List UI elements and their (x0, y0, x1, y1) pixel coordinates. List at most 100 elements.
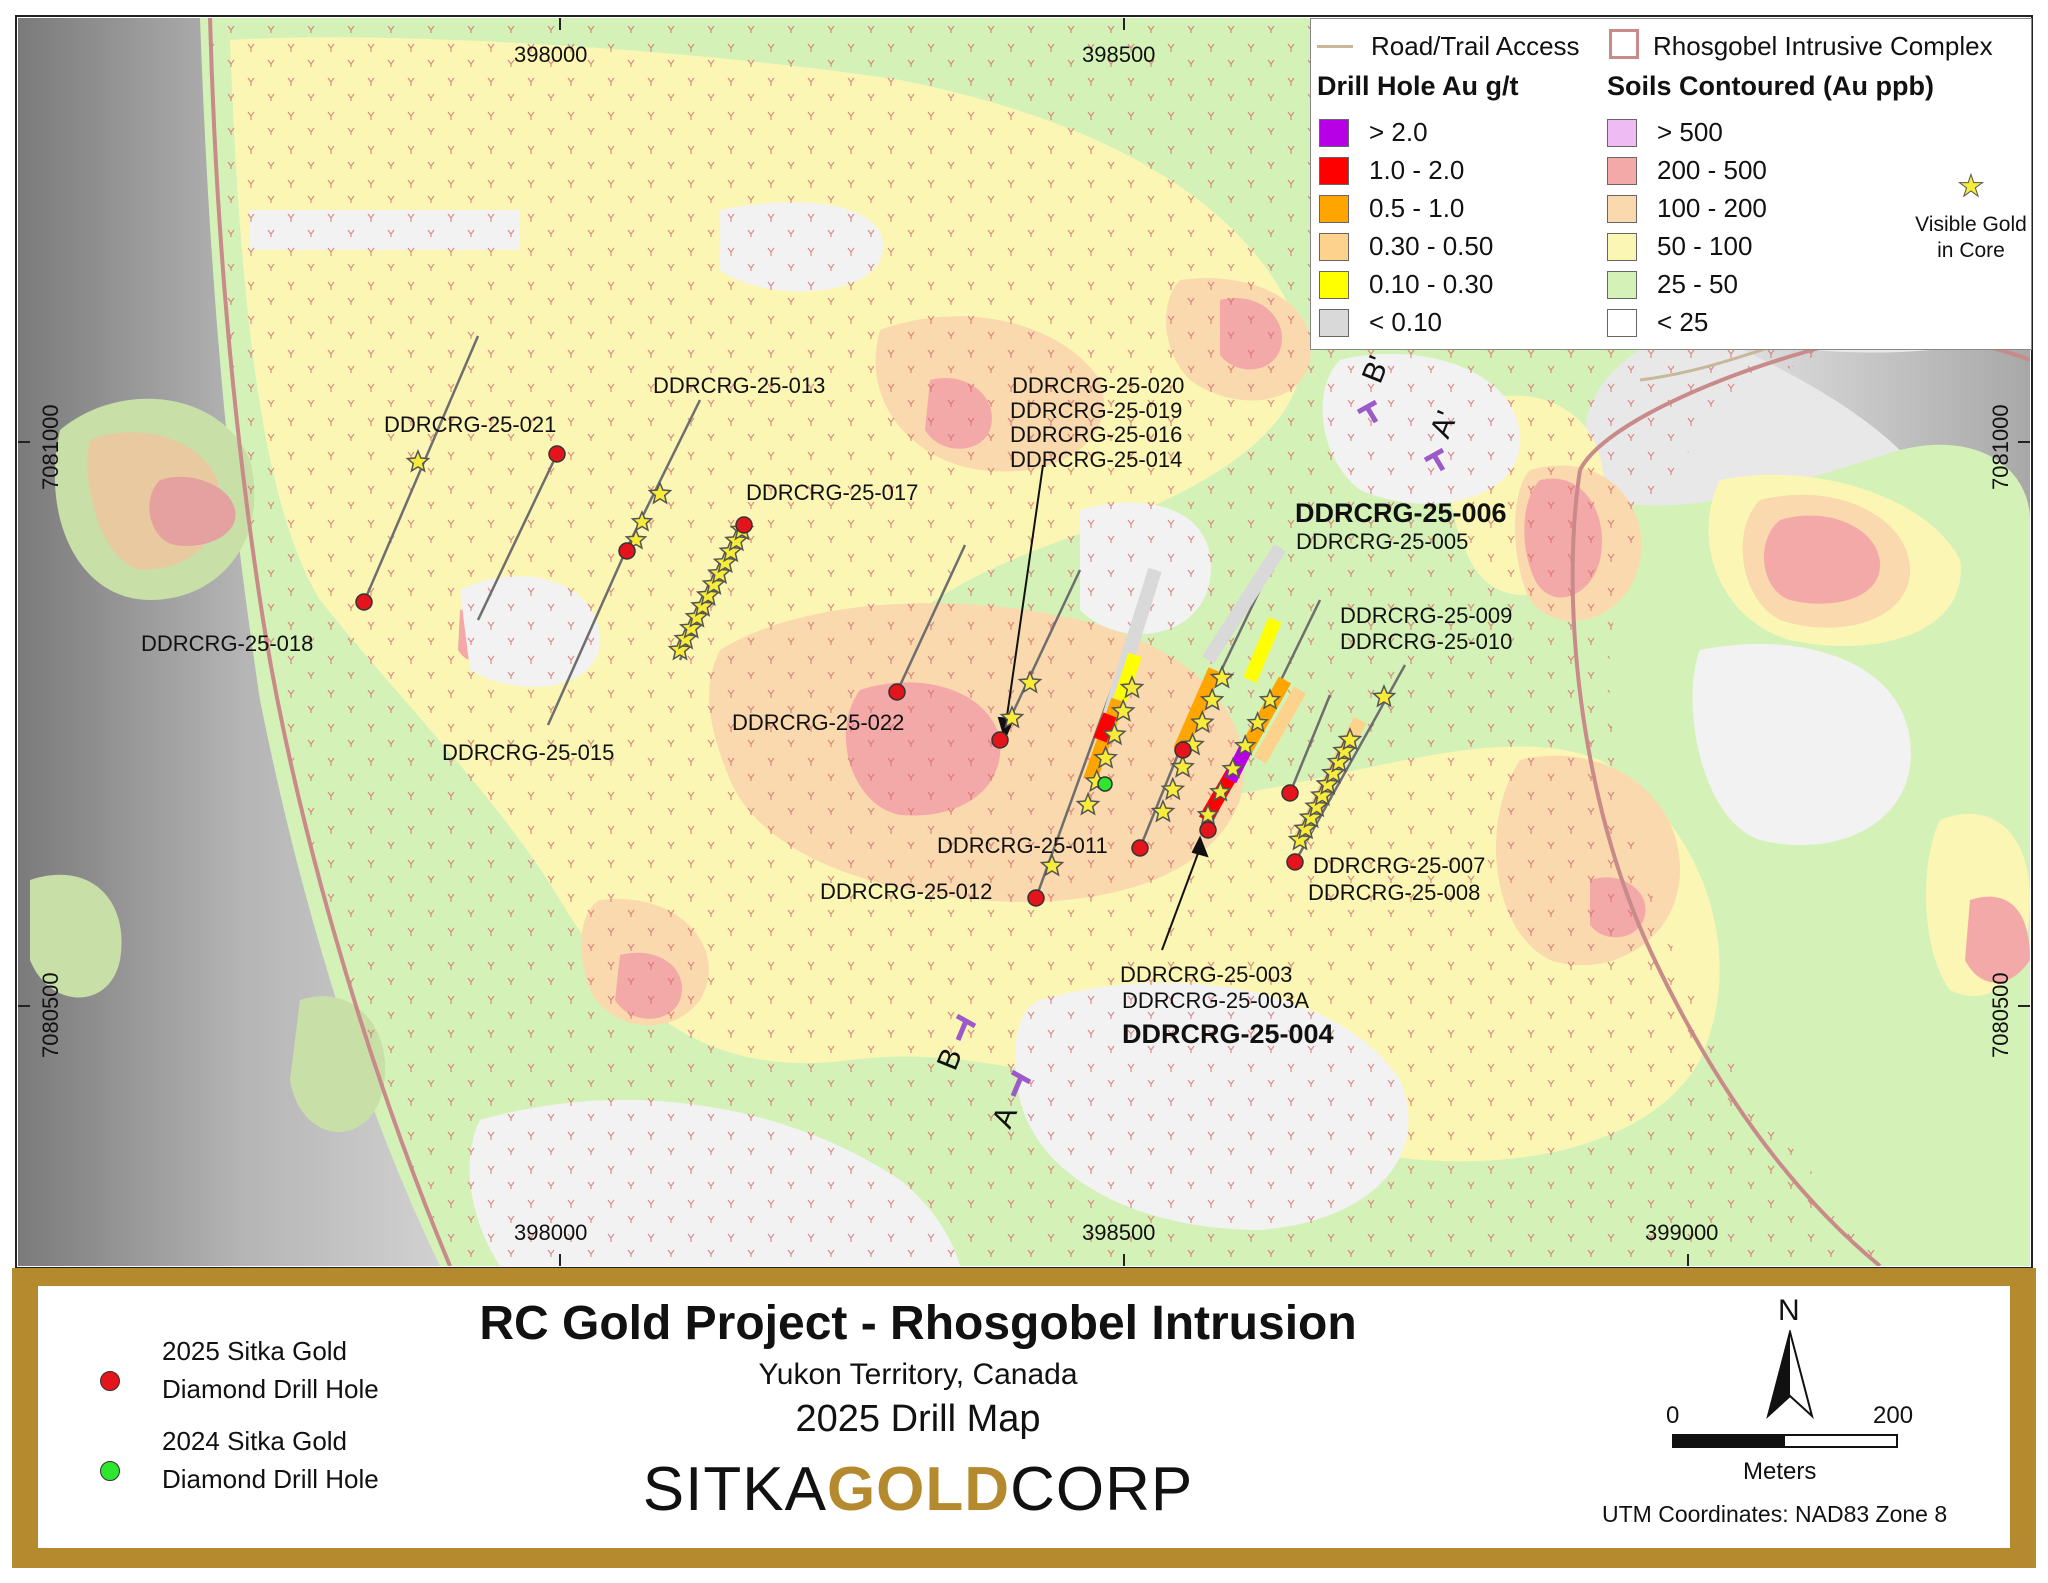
drill-class-2-swatch (1319, 156, 1349, 185)
soil-class-6-swatch (1607, 308, 1637, 337)
section-a-mark (1010, 1069, 1032, 1097)
label-006: DDRCRG-25-006 (1295, 498, 1507, 528)
drill-class-1: > 2.0 (1319, 117, 1428, 148)
soil-class-1-swatch (1607, 118, 1637, 147)
collar-003 (1199, 821, 1217, 839)
map-legend: Road/Trail Access Rhosgobel Intrusive Co… (1310, 18, 2032, 350)
trace-009 (1288, 694, 1332, 794)
visible-gold-star (690, 593, 715, 617)
label-021: DDRCRG-25-021 (384, 412, 556, 437)
soil-class-5-label: 25 - 50 (1657, 269, 1738, 299)
drill-class-4: 0.30 - 0.50 (1319, 231, 1493, 262)
soil-class-3: 100 - 200 (1607, 193, 1767, 224)
collar-012 (1027, 889, 1045, 907)
visible-gold-star (1337, 727, 1363, 751)
soils-legend-heading: Soils Contoured (Au ppb) (1607, 71, 1934, 101)
trace-018 (476, 453, 559, 621)
assay-yellow-2 (1113, 652, 1142, 703)
intrusive-boundary-east (1570, 469, 1882, 1266)
coord-x-top-2: 398500 (1082, 42, 1155, 67)
assay-grey-2 (1202, 544, 1286, 664)
visible-gold-star (1293, 815, 1318, 840)
visible-gold-star (1196, 803, 1220, 825)
visible-gold-star (701, 571, 727, 595)
visible-gold-stars (405, 449, 1397, 877)
scale-end: 200 (1873, 1402, 1914, 1429)
trace-022 (895, 544, 967, 693)
visible-gold-star (673, 626, 698, 650)
section-markers (955, 399, 1446, 1097)
label-005: DDRCRG-25-005 (1296, 529, 1468, 554)
soil-200-500-west (149, 476, 236, 546)
label-016: DDRCRG-25-016 (1010, 422, 1182, 447)
section-b-prime-mark (1356, 399, 1379, 424)
visible-gold-label-2: in Core (1937, 239, 2005, 262)
collar-009 (1281, 784, 1299, 802)
visible-gold-star (1304, 793, 1329, 818)
arrow-020-line (1004, 464, 1044, 731)
legend-2024-line1: 2024 Sitka Gold (162, 1426, 348, 1456)
soil-class-4-label: 50 - 100 (1657, 231, 1753, 261)
drill-class-1-swatch (1319, 118, 1349, 147)
collar-2024 (1097, 776, 1113, 792)
collar-021 (355, 593, 373, 611)
label-022: DDRCRG-25-022 (732, 710, 904, 735)
coord-y-right-2: 7080500 (1988, 972, 2013, 1058)
intrusive-boundary-west (208, 18, 452, 1266)
collar-020 (991, 731, 1009, 749)
arrow-003-head (1191, 835, 1209, 858)
visible-gold-star (647, 481, 673, 505)
label-010: DDRCRG-25-010 (1340, 629, 1512, 654)
drill-class-5-label: 0.10 - 0.30 (1369, 269, 1494, 299)
intrusive-legend-label: Rhosgobel Intrusive Complex (1653, 31, 1993, 61)
drill-class-2-label: 1.0 - 2.0 (1369, 155, 1465, 185)
drill-class-3: 0.5 - 1.0 (1319, 193, 1464, 224)
visible-gold-star (1315, 771, 1341, 795)
drill-legend-heading: Drill Hole Au g/t (1317, 71, 1519, 101)
north-arrow-label: N (1778, 1294, 1800, 1327)
visible-gold-star (678, 615, 704, 639)
drill-class-6-label: < 0.10 (1369, 307, 1443, 337)
collar-006 (1174, 741, 1192, 759)
drill-collars (355, 445, 1304, 907)
legend-2024-dot (100, 1461, 120, 1481)
soil-class-1: > 500 (1607, 117, 1723, 148)
visible-gold-star (1321, 760, 1346, 784)
legend-2025-line1: 2025 Sitka Gold (162, 1336, 348, 1366)
soil-class-5-swatch (1607, 270, 1637, 299)
coord-y-left-1: 7081000 (38, 404, 63, 490)
label-003a: DDRCRG-25-003A (1122, 988, 1309, 1013)
visible-gold-star (1119, 675, 1145, 699)
visible-gold-star (1246, 711, 1269, 733)
coord-x-top-1: 398000 (514, 42, 587, 67)
visible-gold-star (1102, 721, 1127, 746)
visible-gold-star (1110, 698, 1136, 722)
logo-gold: GOLD (826, 1455, 1011, 1524)
visible-gold-star (1258, 688, 1282, 710)
label-003: DDRCRG-25-003 (1120, 962, 1292, 987)
drill-class-4-label: 0.30 - 0.50 (1369, 231, 1494, 261)
section-b-mark (955, 1013, 977, 1041)
collar-022 (888, 683, 906, 701)
section-a-prime-mark (1423, 447, 1446, 472)
soil-200-500-far-east (1763, 515, 1880, 604)
label-019: DDRCRG-25-019 (1010, 398, 1182, 423)
legend-2025-dot (100, 1371, 120, 1391)
assay-tan-2 (1253, 686, 1307, 764)
label-011: DDRCRG-25-011 (937, 833, 1108, 858)
assay-red-2 (1093, 712, 1117, 743)
soil-25-50-west-2 (30, 874, 122, 998)
visible-gold-star (1309, 782, 1335, 807)
title-block-frame: 2025 Sitka Gold Diamond Drill Hole 2024 … (12, 1268, 2036, 1568)
road-legend-label: Road/Trail Access (1371, 31, 1580, 61)
coord-ticks (18, 18, 2030, 1266)
visible-gold-star (724, 527, 749, 552)
visible-gold-star (695, 582, 721, 606)
soil-class-2: 200 - 500 (1607, 155, 1767, 186)
label-013: DDRCRG-25-013 (653, 373, 825, 398)
coord-y-left-2: 7080500 (38, 972, 63, 1058)
soil-class-3-swatch (1607, 194, 1637, 223)
soil-25-50-west-3 (290, 996, 386, 1133)
visible-gold-star (1075, 792, 1101, 816)
collar-017 (735, 516, 753, 534)
